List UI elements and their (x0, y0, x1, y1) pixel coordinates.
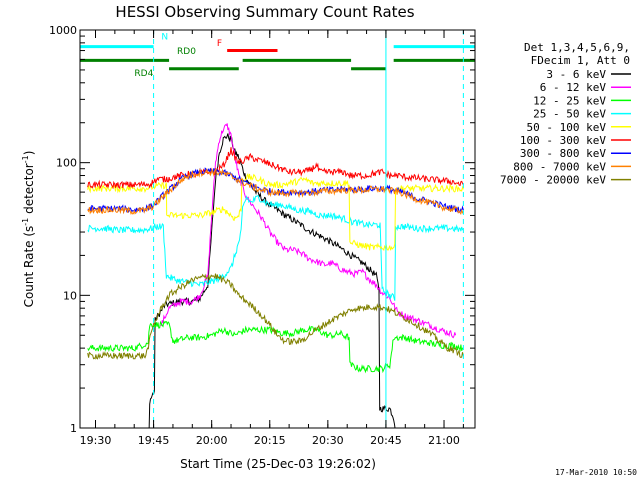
legend-header-1: FDecim 1, Att 0 (531, 54, 630, 67)
legend-label-800-7000-kev: 800 - 7000 keV (513, 160, 606, 173)
y-axis-label-part-1: Count Rate (s (22, 226, 36, 308)
series-line-12-25-kev (87, 320, 464, 374)
legend-label-7000-20000-kev: 7000 - 20000 keV (500, 174, 606, 187)
legend-label-300-800-kev: 300 - 800 keV (520, 147, 606, 160)
series-line-6-12-kev (160, 123, 457, 339)
legend-label-50-100-kev: 50 - 100 keV (527, 121, 607, 134)
vline-layer (153, 30, 464, 428)
legend-label-12-25-kev: 12 - 25 keV (533, 94, 606, 107)
legend-header-0: Det 1,3,4,5,6,9, (524, 41, 630, 54)
series-line-300-800-kev (87, 167, 464, 214)
x-tick-label-5: 20:45 (370, 434, 402, 447)
flag-label-f: F (217, 39, 222, 49)
y-tick-label-3: 1000 (49, 24, 77, 37)
legend-label-3-6-kev: 3 - 6 keV (546, 68, 606, 81)
plot-frame (79, 29, 476, 429)
x-axis-ticks: 19:30 19:45 20:00 20:15 20:30 20:45 21:00 (80, 30, 464, 447)
y-axis-label-sup-1: -1 (21, 218, 30, 226)
x-tick-label-3: 20:15 (254, 434, 286, 447)
x-tick-label-0: 19:30 (80, 434, 112, 447)
y-tick-label-2: 100 (56, 157, 77, 170)
series-line-800-7000-kev (87, 167, 464, 216)
flag-layer: N F RD0 RD4 (80, 32, 475, 79)
flag-label-rd0: RD0 (177, 47, 196, 57)
footer-timestamp: 17-Mar-2010 10:50 (555, 468, 637, 477)
y-axis-ticks: 1 10 100 1000 (49, 24, 475, 435)
y-axis-label-part-3: ) (22, 151, 36, 156)
flag-label-n: N (161, 32, 168, 42)
legend-label-6-12-kev: 6 - 12 keV (540, 81, 607, 94)
y-axis-label-part-2: detector (22, 163, 36, 218)
x-tick-label-6: 21:00 (428, 434, 460, 447)
series-line-100-300-kev (87, 147, 464, 190)
series-layer (87, 123, 464, 428)
y-axis-label-sup-2: -1 (21, 155, 30, 163)
y-tick-label-1: 10 (63, 289, 77, 302)
x-axis-label: Start Time (25-Dec-03 19:26:02) (180, 457, 376, 471)
chart-title: HESSI Observing Summary Count Rates (115, 3, 414, 21)
y-tick-label-0: 1 (70, 422, 77, 435)
series-line-25-50-kev (87, 195, 464, 301)
x-tick-label-2: 20:00 (196, 434, 228, 447)
x-tick-label-4: 20:30 (312, 434, 344, 447)
flag-label-rd4: RD4 (134, 69, 153, 79)
series-line-7000-20000-kev (87, 273, 464, 360)
y-axis-label: Count Rate (s-1 detector-1) (21, 151, 36, 308)
x-tick-label-1: 19:45 (138, 434, 170, 447)
legend: Det 1,3,4,5,6,9,FDecim 1, Att 03 - 6 keV… (500, 41, 631, 187)
series-line-3-6-kev (148, 133, 396, 428)
legend-label-25-50-kev: 25 - 50 keV (533, 108, 606, 121)
legend-label-100-300-kev: 100 - 300 keV (520, 134, 606, 147)
